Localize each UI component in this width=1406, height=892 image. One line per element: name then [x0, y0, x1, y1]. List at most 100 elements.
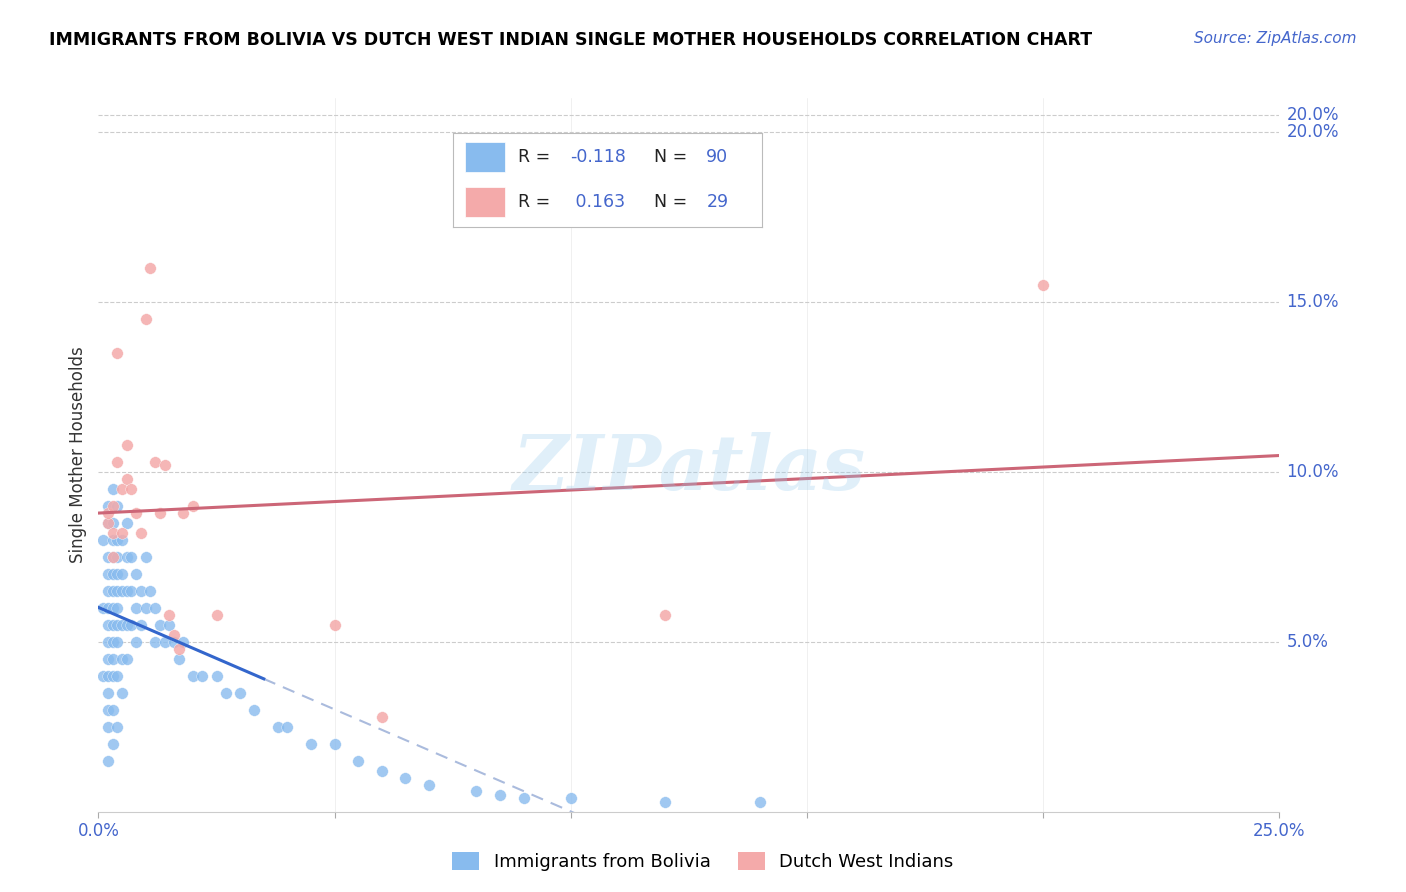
Legend: Immigrants from Bolivia, Dutch West Indians: Immigrants from Bolivia, Dutch West Indi…: [446, 845, 960, 879]
Point: [105, 566, 128, 581]
Point: [105, 583, 128, 598]
Point: [172, 506, 194, 520]
Point: [115, 652, 138, 666]
Point: [418, 778, 440, 792]
Point: [115, 438, 138, 452]
Text: N =: N =: [654, 148, 693, 166]
Point: [654, 795, 676, 809]
Point: [143, 600, 166, 615]
Point: [149, 506, 172, 520]
Point: [97, 635, 120, 649]
Point: [105, 720, 128, 734]
Point: [129, 526, 152, 541]
Point: [101, 549, 124, 564]
Point: [172, 635, 194, 649]
Point: [111, 686, 134, 700]
Point: [229, 686, 252, 700]
Point: [101, 583, 124, 598]
Point: [139, 583, 162, 598]
Text: -0.118: -0.118: [571, 148, 626, 166]
Point: [181, 669, 204, 683]
Point: [101, 600, 124, 615]
Point: [371, 764, 394, 778]
Point: [115, 472, 138, 486]
Point: [143, 635, 166, 649]
Point: [125, 635, 148, 649]
Point: [115, 516, 138, 530]
Point: [205, 669, 228, 683]
Point: [153, 458, 176, 472]
Point: [135, 312, 157, 326]
Point: [167, 641, 190, 656]
Text: 20.0%: 20.0%: [1286, 106, 1339, 124]
Point: [97, 652, 120, 666]
Point: [489, 788, 512, 802]
Text: Source: ZipAtlas.com: Source: ZipAtlas.com: [1194, 31, 1357, 46]
Point: [97, 720, 120, 734]
Point: [512, 791, 534, 805]
Point: [97, 516, 120, 530]
Point: [323, 737, 346, 751]
Point: [101, 669, 124, 683]
Point: [153, 635, 176, 649]
Point: [394, 771, 416, 785]
Point: [1032, 278, 1054, 293]
Point: [129, 583, 152, 598]
Point: [135, 600, 157, 615]
Point: [115, 583, 138, 598]
Point: [205, 607, 228, 622]
Point: [139, 260, 162, 275]
Point: [101, 533, 124, 547]
Point: [115, 549, 138, 564]
Point: [157, 617, 180, 632]
Point: [111, 566, 134, 581]
Point: [125, 566, 148, 581]
Point: [560, 791, 582, 805]
Point: [267, 720, 290, 734]
Point: [91, 533, 114, 547]
Text: 10.0%: 10.0%: [1286, 463, 1339, 481]
Point: [97, 499, 120, 513]
Text: R =: R =: [517, 148, 555, 166]
Point: [111, 482, 134, 496]
Point: [276, 720, 298, 734]
Point: [347, 754, 370, 768]
Text: 29: 29: [706, 194, 728, 211]
Point: [181, 499, 204, 513]
Point: [125, 506, 148, 520]
Point: [157, 607, 180, 622]
Point: [299, 737, 322, 751]
Text: ZIPatlas: ZIPatlas: [512, 433, 866, 506]
Point: [105, 635, 128, 649]
Point: [163, 628, 186, 642]
Point: [97, 669, 120, 683]
Point: [121, 482, 143, 496]
Point: [243, 703, 266, 717]
Point: [101, 652, 124, 666]
Text: 5.0%: 5.0%: [1286, 632, 1329, 651]
Point: [748, 795, 770, 809]
Point: [135, 549, 157, 564]
Point: [97, 583, 120, 598]
Point: [149, 617, 172, 632]
Y-axis label: Single Mother Households: Single Mother Households: [69, 347, 87, 563]
Point: [101, 516, 124, 530]
Point: [97, 617, 120, 632]
Point: [101, 482, 124, 496]
Point: [91, 669, 114, 683]
Point: [111, 652, 134, 666]
Point: [91, 600, 114, 615]
Point: [101, 499, 124, 513]
Point: [97, 754, 120, 768]
Text: IMMIGRANTS FROM BOLIVIA VS DUTCH WEST INDIAN SINGLE MOTHER HOUSEHOLDS CORRELATIO: IMMIGRANTS FROM BOLIVIA VS DUTCH WEST IN…: [49, 31, 1092, 49]
Point: [97, 506, 120, 520]
Point: [105, 669, 128, 683]
Point: [97, 703, 120, 717]
FancyBboxPatch shape: [465, 187, 505, 218]
Text: 0.163: 0.163: [571, 194, 626, 211]
Point: [111, 617, 134, 632]
Point: [465, 784, 488, 798]
Point: [97, 549, 120, 564]
Point: [215, 686, 238, 700]
Point: [97, 600, 120, 615]
